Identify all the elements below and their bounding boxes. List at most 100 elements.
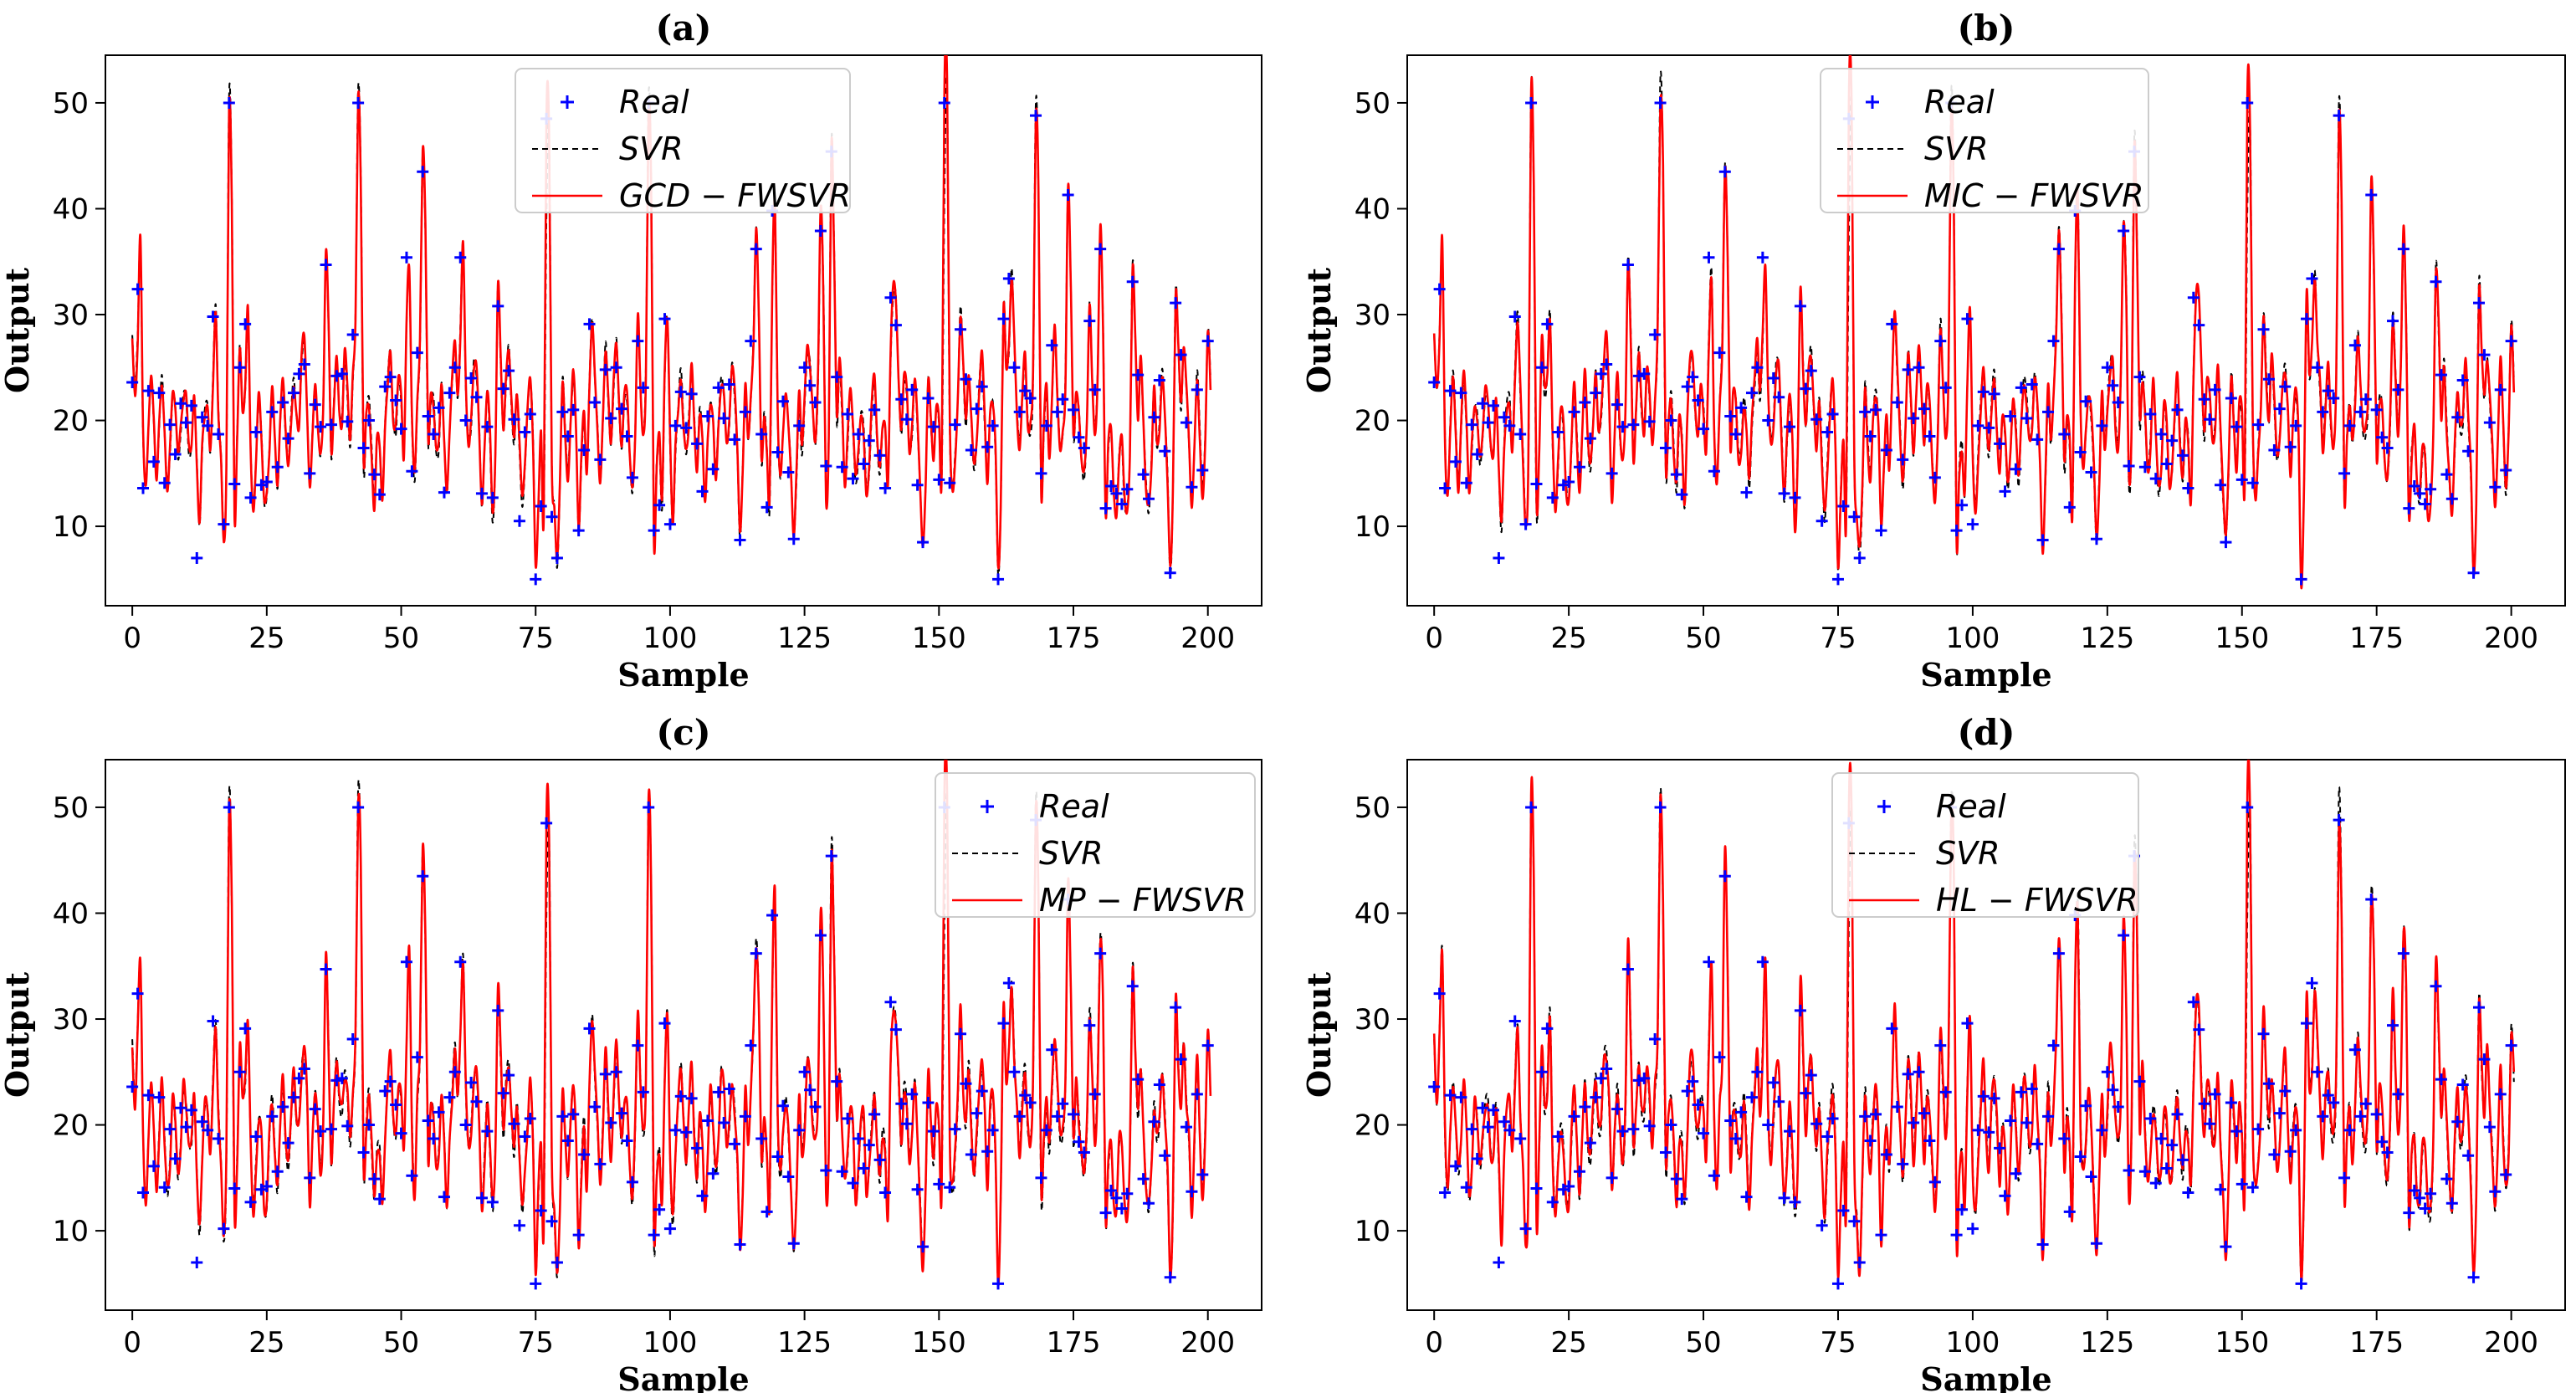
real-point [1886, 318, 1898, 330]
real-point [1665, 1119, 1677, 1131]
real-point [1831, 1278, 1844, 1290]
real-point [745, 335, 757, 347]
real-point [2198, 1098, 2210, 1110]
real-point [2155, 428, 2168, 441]
real-point [1606, 467, 1618, 479]
real-point [2505, 1039, 2517, 1052]
real-point [1191, 1088, 1203, 1100]
real-point [653, 1203, 666, 1216]
real-point [900, 413, 913, 426]
real-point [2262, 1078, 2275, 1090]
real-point [1805, 1069, 1817, 1082]
real-point [1632, 1074, 1645, 1087]
real-point [1164, 566, 1176, 579]
real-point [1083, 1019, 1096, 1032]
real-point [1649, 1033, 1662, 1046]
real-point [955, 323, 967, 335]
real-point [578, 1148, 591, 1160]
real-point [2430, 275, 2442, 288]
real-point [1767, 1076, 1780, 1088]
real-point [1002, 272, 1015, 284]
real-point [503, 365, 515, 377]
real-point [583, 318, 596, 330]
real-point [277, 1101, 289, 1114]
real-point [782, 466, 795, 479]
real-point [2166, 434, 2179, 447]
real-point [228, 478, 241, 490]
real-point [1563, 475, 1575, 488]
real-point [729, 1138, 741, 1150]
real-point [212, 1133, 224, 1145]
real-point [1703, 955, 1715, 968]
x-tick-label: 150 [912, 1326, 966, 1360]
real-point [2063, 501, 2076, 514]
real-point [373, 1193, 386, 1206]
real-point [309, 398, 321, 411]
real-point [2118, 225, 2130, 238]
real-point [2419, 1202, 2431, 1215]
real-point [454, 251, 467, 264]
real-point [637, 1086, 649, 1099]
real-point [551, 552, 563, 565]
real-point [1956, 499, 1969, 511]
x-tick-label: 50 [383, 622, 419, 655]
y-tick-label: 40 [1355, 897, 1390, 930]
real-point [906, 1088, 919, 1100]
real-point [1186, 481, 1198, 494]
legend-label: Real [1039, 788, 1109, 825]
real-point [1773, 1095, 1785, 1108]
real-point [889, 319, 902, 331]
real-point [1530, 478, 1543, 490]
real-point [2209, 1088, 2221, 1100]
real-point [298, 1063, 310, 1075]
real-point [411, 1051, 423, 1063]
real-point [1999, 485, 2011, 498]
real-point [260, 1180, 273, 1192]
real-point [2348, 339, 2361, 351]
real-point [1143, 1197, 1155, 1210]
real-point [1718, 870, 1731, 883]
real-point [530, 573, 542, 586]
real-point [981, 441, 994, 453]
real-point [1826, 407, 1839, 420]
real-point [1493, 552, 1505, 565]
real-point [2080, 395, 2092, 407]
real-point [868, 403, 881, 416]
x-tick-label: 150 [2215, 1326, 2269, 1360]
real-point [2052, 243, 2065, 255]
real-point [1159, 445, 1171, 458]
real-point [588, 397, 601, 409]
real-point [244, 1196, 257, 1208]
real-point [2500, 464, 2512, 477]
real-point [2246, 477, 2259, 489]
real-point [2290, 419, 2302, 432]
real-point [1853, 552, 1866, 565]
real-point [1616, 1125, 1629, 1138]
real-point [357, 442, 370, 454]
real-point [390, 394, 402, 407]
real-point [2322, 385, 2334, 397]
x-tick-label: 125 [777, 622, 832, 655]
real-point [1584, 1137, 1596, 1150]
real-point [282, 1137, 294, 1150]
real-point [2306, 977, 2318, 989]
real-point [863, 1139, 875, 1151]
real-point [884, 291, 897, 304]
real-point [1902, 363, 1914, 376]
real-point [1503, 1124, 1516, 1136]
real-point [1928, 1175, 1941, 1188]
y-tick-label: 20 [53, 405, 89, 438]
real-point [368, 1173, 381, 1186]
real-point [2370, 1108, 2383, 1120]
real-point [1848, 1215, 1861, 1227]
real-point [298, 358, 310, 371]
real-point [2209, 383, 2221, 396]
real-point [831, 371, 843, 383]
real-point [304, 1171, 316, 1184]
real-point [1514, 1133, 1527, 1145]
real-point [1444, 385, 1457, 397]
y-tick-label: 30 [1355, 1003, 1390, 1037]
real-point [1751, 1066, 1764, 1078]
x-tick-label: 75 [1820, 622, 1856, 655]
real-point [2273, 1107, 2286, 1119]
